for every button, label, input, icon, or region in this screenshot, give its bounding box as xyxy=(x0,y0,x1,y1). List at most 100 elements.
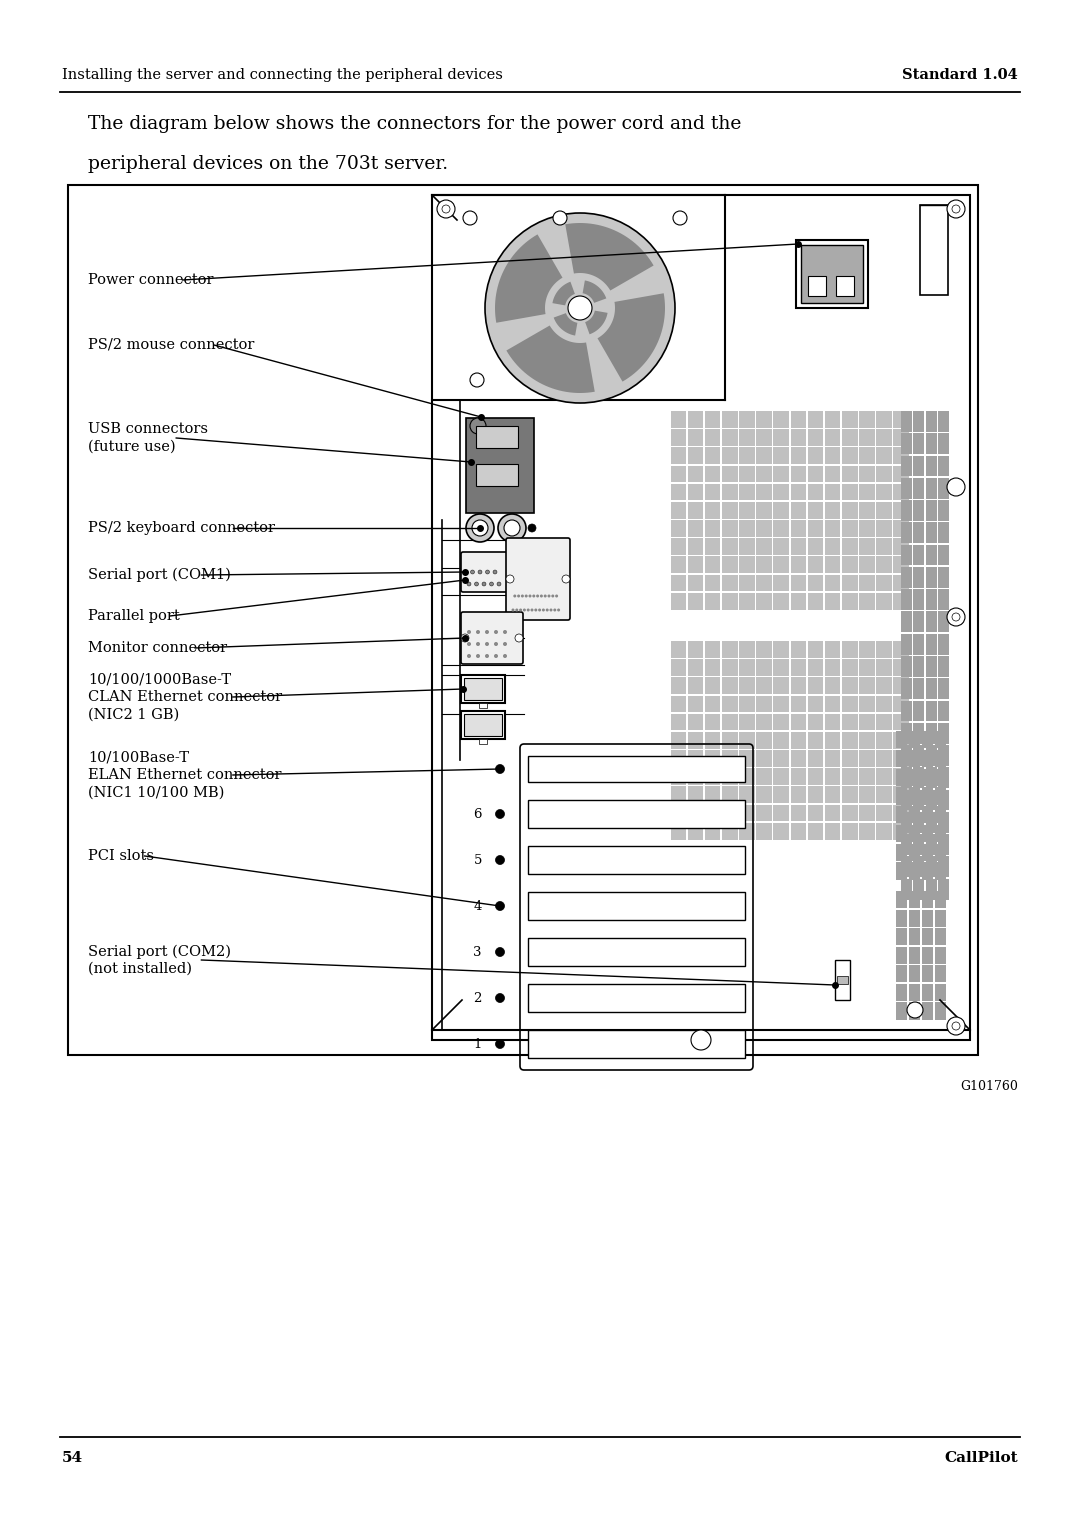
Text: PS/2 keyboard connector: PS/2 keyboard connector xyxy=(87,521,275,535)
Bar xyxy=(825,768,840,784)
Bar xyxy=(808,483,823,500)
Circle shape xyxy=(527,609,529,612)
Bar xyxy=(926,745,936,766)
Bar xyxy=(808,520,823,537)
Bar xyxy=(68,185,978,1055)
Bar xyxy=(756,465,772,482)
Bar xyxy=(934,806,946,823)
Bar xyxy=(895,983,907,1001)
Bar xyxy=(688,659,703,676)
Circle shape xyxy=(476,654,480,657)
Bar xyxy=(901,589,912,610)
Bar xyxy=(893,751,909,766)
Bar xyxy=(721,575,738,592)
Circle shape xyxy=(485,654,489,657)
Bar xyxy=(934,965,946,982)
Circle shape xyxy=(517,595,521,598)
Bar xyxy=(773,677,789,694)
Bar xyxy=(688,557,703,573)
Circle shape xyxy=(503,654,507,657)
Bar xyxy=(926,544,936,566)
Bar xyxy=(876,751,892,766)
Circle shape xyxy=(551,595,554,598)
Bar xyxy=(688,751,703,766)
Bar xyxy=(901,411,912,431)
Bar xyxy=(908,928,920,945)
Text: Parallel port: Parallel port xyxy=(87,609,179,622)
Bar xyxy=(825,823,840,839)
Bar xyxy=(859,768,875,784)
Bar xyxy=(808,677,823,694)
Text: CallPilot: CallPilot xyxy=(944,1451,1018,1465)
Bar xyxy=(825,751,840,766)
Circle shape xyxy=(515,635,523,642)
Bar xyxy=(791,786,806,803)
Bar xyxy=(825,465,840,482)
Bar xyxy=(926,479,936,498)
Bar xyxy=(808,804,823,821)
Text: 1: 1 xyxy=(474,1038,482,1050)
Bar xyxy=(808,823,823,839)
Circle shape xyxy=(691,1031,711,1050)
Bar xyxy=(671,538,686,555)
Bar xyxy=(721,677,738,694)
Bar xyxy=(791,538,806,555)
Polygon shape xyxy=(507,326,595,393)
Bar xyxy=(756,768,772,784)
Bar xyxy=(859,641,875,657)
Bar xyxy=(721,641,738,657)
Bar xyxy=(842,696,858,713)
Bar xyxy=(921,1003,933,1020)
Bar xyxy=(773,641,789,657)
Bar xyxy=(688,714,703,731)
Bar xyxy=(688,430,703,446)
Bar xyxy=(773,483,789,500)
Bar xyxy=(739,732,755,749)
Bar xyxy=(705,411,720,428)
Circle shape xyxy=(947,1017,966,1035)
Bar xyxy=(913,523,924,543)
Bar xyxy=(908,844,920,861)
Circle shape xyxy=(947,200,966,219)
Bar xyxy=(842,751,858,766)
Bar xyxy=(842,593,858,610)
Circle shape xyxy=(467,583,471,586)
Bar xyxy=(901,835,912,855)
Circle shape xyxy=(503,642,507,645)
Bar xyxy=(808,430,823,446)
Bar xyxy=(895,844,907,861)
Bar xyxy=(859,557,875,573)
Bar xyxy=(808,538,823,555)
Text: Installing the server and connecting the peripheral devices: Installing the server and connecting the… xyxy=(62,67,503,83)
Bar xyxy=(721,538,738,555)
Bar xyxy=(893,696,909,713)
FancyBboxPatch shape xyxy=(461,552,513,592)
Bar xyxy=(926,500,936,521)
Bar xyxy=(859,732,875,749)
Text: PS/2 mouse connector: PS/2 mouse connector xyxy=(87,338,255,352)
Bar xyxy=(934,731,946,748)
Bar xyxy=(808,768,823,784)
Text: Serial port (COM1): Serial port (COM1) xyxy=(87,567,231,583)
Bar xyxy=(773,659,789,676)
Text: 6: 6 xyxy=(473,807,482,821)
Bar xyxy=(756,641,772,657)
Circle shape xyxy=(947,479,966,495)
Bar xyxy=(705,575,720,592)
Bar xyxy=(705,786,720,803)
Bar xyxy=(908,824,920,842)
Circle shape xyxy=(494,642,498,645)
Bar xyxy=(465,417,534,514)
Bar xyxy=(671,411,686,428)
Bar xyxy=(528,1031,745,1058)
Bar xyxy=(893,714,909,731)
Bar xyxy=(926,567,936,587)
Bar xyxy=(808,277,826,297)
Bar xyxy=(893,465,909,482)
Bar xyxy=(926,879,936,899)
Bar xyxy=(791,659,806,676)
Bar xyxy=(893,768,909,784)
Bar xyxy=(893,411,909,428)
Bar xyxy=(901,523,912,543)
Bar xyxy=(921,891,933,908)
